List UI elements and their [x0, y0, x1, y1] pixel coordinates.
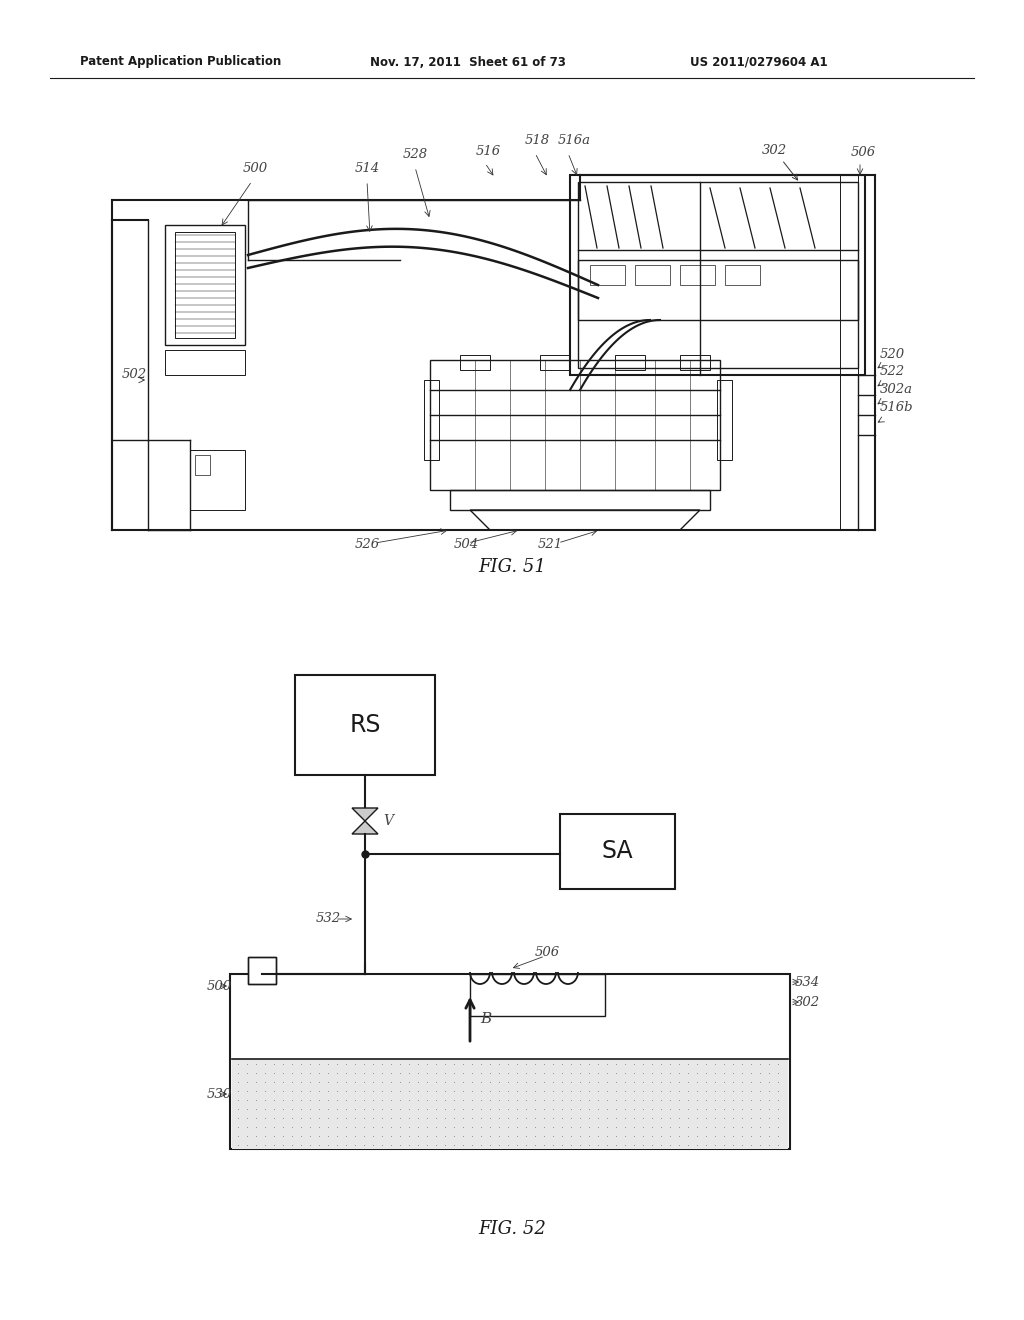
Bar	[615, 355, 645, 370]
Bar	[424, 380, 439, 459]
Text: Patent Application Publication: Patent Application Publication	[80, 55, 282, 69]
Text: 522: 522	[880, 366, 905, 378]
Text: 526: 526	[355, 539, 380, 550]
Bar	[248, 957, 276, 983]
Text: SA: SA	[602, 840, 633, 863]
Text: 532: 532	[316, 912, 341, 925]
Text: 516b: 516b	[880, 401, 913, 414]
Bar	[578, 182, 858, 368]
Bar	[470, 974, 605, 1016]
Text: 520: 520	[880, 348, 905, 360]
Bar	[230, 974, 790, 1148]
Polygon shape	[352, 821, 378, 834]
Text: FIG. 51: FIG. 51	[478, 558, 546, 576]
Bar	[165, 224, 245, 345]
Bar	[295, 675, 435, 775]
Bar	[560, 814, 675, 888]
Text: FIG. 52: FIG. 52	[478, 1220, 546, 1238]
Text: V: V	[383, 814, 393, 828]
Text: US 2011/0279604 A1: US 2011/0279604 A1	[690, 55, 827, 69]
Bar	[430, 360, 720, 490]
Bar	[460, 355, 490, 370]
Bar	[540, 355, 570, 370]
Bar	[590, 265, 625, 285]
Polygon shape	[352, 808, 378, 821]
Text: 506: 506	[535, 945, 560, 958]
Text: 518: 518	[525, 135, 550, 147]
Bar	[248, 957, 276, 983]
Text: 521: 521	[538, 539, 563, 550]
Bar	[635, 265, 670, 285]
Bar	[190, 450, 245, 510]
Bar	[570, 176, 865, 375]
Bar	[680, 265, 715, 285]
Bar	[725, 265, 760, 285]
Text: 534: 534	[795, 975, 820, 989]
Text: 500: 500	[243, 162, 268, 176]
Text: 302: 302	[795, 995, 820, 1008]
Text: 516a: 516a	[558, 135, 591, 147]
Text: 302a: 302a	[880, 383, 913, 396]
Text: 514: 514	[355, 162, 380, 176]
Text: 530: 530	[207, 1088, 232, 1101]
Text: 502: 502	[122, 368, 147, 381]
Bar	[175, 232, 234, 338]
Text: Nov. 17, 2011  Sheet 61 of 73: Nov. 17, 2011 Sheet 61 of 73	[370, 55, 566, 69]
Bar	[195, 455, 210, 475]
Text: RS: RS	[349, 713, 381, 737]
Bar	[450, 490, 710, 510]
Text: 516: 516	[476, 145, 501, 158]
Bar	[680, 355, 710, 370]
Text: B: B	[480, 1012, 492, 1026]
Text: 528: 528	[403, 148, 428, 161]
Bar	[578, 260, 858, 319]
Text: 500: 500	[207, 979, 232, 993]
Text: 506: 506	[851, 147, 877, 158]
Text: 504: 504	[454, 539, 479, 550]
Text: 302: 302	[762, 144, 798, 180]
Bar	[232, 1059, 788, 1148]
Bar	[717, 380, 732, 459]
Bar	[165, 350, 245, 375]
